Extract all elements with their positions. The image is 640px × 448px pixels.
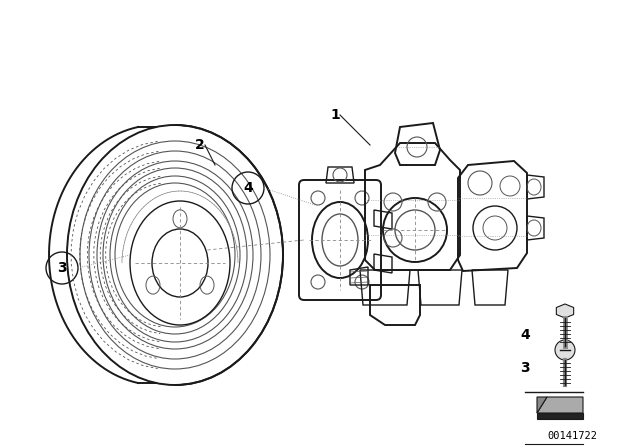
- Text: 3: 3: [57, 261, 67, 275]
- Text: 1: 1: [330, 108, 340, 122]
- Circle shape: [555, 340, 575, 360]
- Polygon shape: [537, 397, 583, 413]
- Text: 3: 3: [520, 361, 530, 375]
- Text: 4: 4: [243, 181, 253, 195]
- Text: 00141722: 00141722: [547, 431, 597, 441]
- Polygon shape: [537, 397, 547, 413]
- Text: 4: 4: [520, 328, 530, 342]
- Polygon shape: [556, 304, 573, 318]
- Polygon shape: [537, 413, 583, 419]
- Text: 2: 2: [195, 138, 205, 152]
